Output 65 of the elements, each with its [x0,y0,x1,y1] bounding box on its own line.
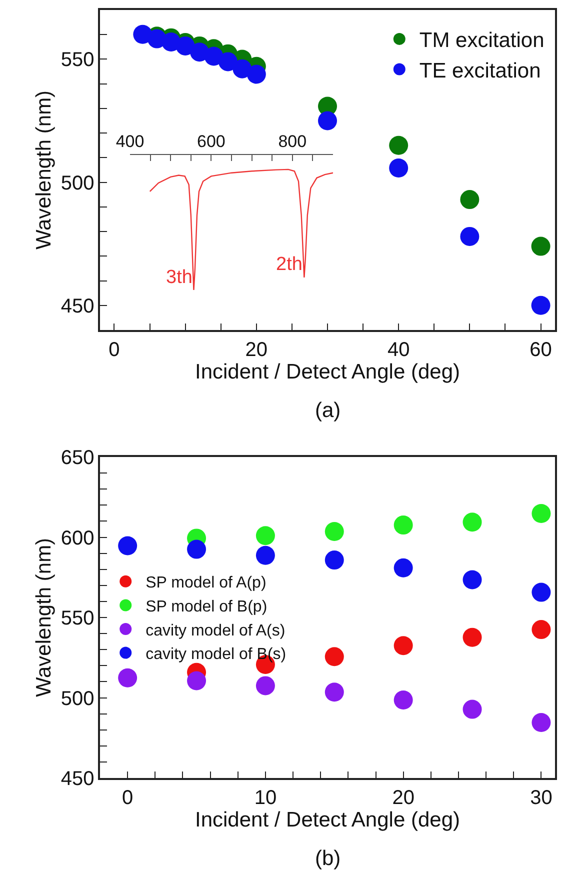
y-tick-label: 650 [60,447,94,469]
point [324,647,344,666]
point [531,296,550,315]
y-tick-label: 550 [60,608,94,630]
legend-label: SP model of B(p) [146,598,268,616]
x-tick-label: 0 [122,786,134,809]
point [532,582,551,602]
x-tick-label: 60 [530,338,552,361]
point [218,52,238,72]
y-tick-label: 500 [60,172,94,194]
legend-label: TE excitation [419,59,541,82]
x-tick-label: 0 [108,338,120,361]
point [532,504,551,523]
x-tick-label: 800 [278,132,307,152]
point [187,671,206,690]
legend-label: cavity model of A(s) [146,622,286,640]
point [389,158,408,178]
legend-label: SP model of A(p) [146,574,266,592]
x-axis-title: Incident / Detect Angle (deg) [195,808,460,832]
point [394,636,413,656]
point [394,558,413,578]
point [460,226,480,246]
point [394,516,413,535]
point [256,526,275,546]
y-tick-label: 450 [60,295,94,318]
annotation: 2th [276,254,302,275]
point [118,668,138,688]
point [187,540,206,559]
y-axis-title: Wavelength (nm) [32,90,56,250]
legend-label: cavity model of B(s) [146,646,286,664]
point [532,620,551,640]
point [246,64,266,84]
point [394,690,413,710]
point [324,682,344,702]
point [324,522,344,541]
point [256,676,275,696]
x-tick-label: 40 [387,338,410,361]
annotation: 3th [166,267,192,288]
y-tick-label: 600 [60,527,94,550]
legend-label: TM excitation [419,29,544,52]
point [389,136,408,155]
x-tick-label: 20 [245,338,268,361]
x-tick-label: 10 [254,786,277,809]
text: (a) [315,399,341,422]
point [462,700,482,719]
y-tick-label: 450 [60,768,94,790]
point [462,628,482,647]
x-tick-label: 600 [197,132,226,152]
point [324,550,344,570]
x-tick-label: 400 [116,132,144,152]
y-axis-title: Wavelength (nm) [32,538,56,698]
text: (b) [315,847,341,870]
point [532,712,551,732]
point [460,190,480,210]
point [118,536,138,556]
point [318,111,337,130]
point [462,512,482,532]
x-tick-label: 20 [392,786,414,809]
y-tick-label: 550 [60,49,94,72]
y-tick-label: 500 [60,688,94,710]
point [462,570,482,590]
point [531,236,550,256]
x-axis-title: Incident / Detect Angle (deg) [195,360,460,384]
point [256,546,275,565]
x-tick-label: 30 [530,786,552,809]
